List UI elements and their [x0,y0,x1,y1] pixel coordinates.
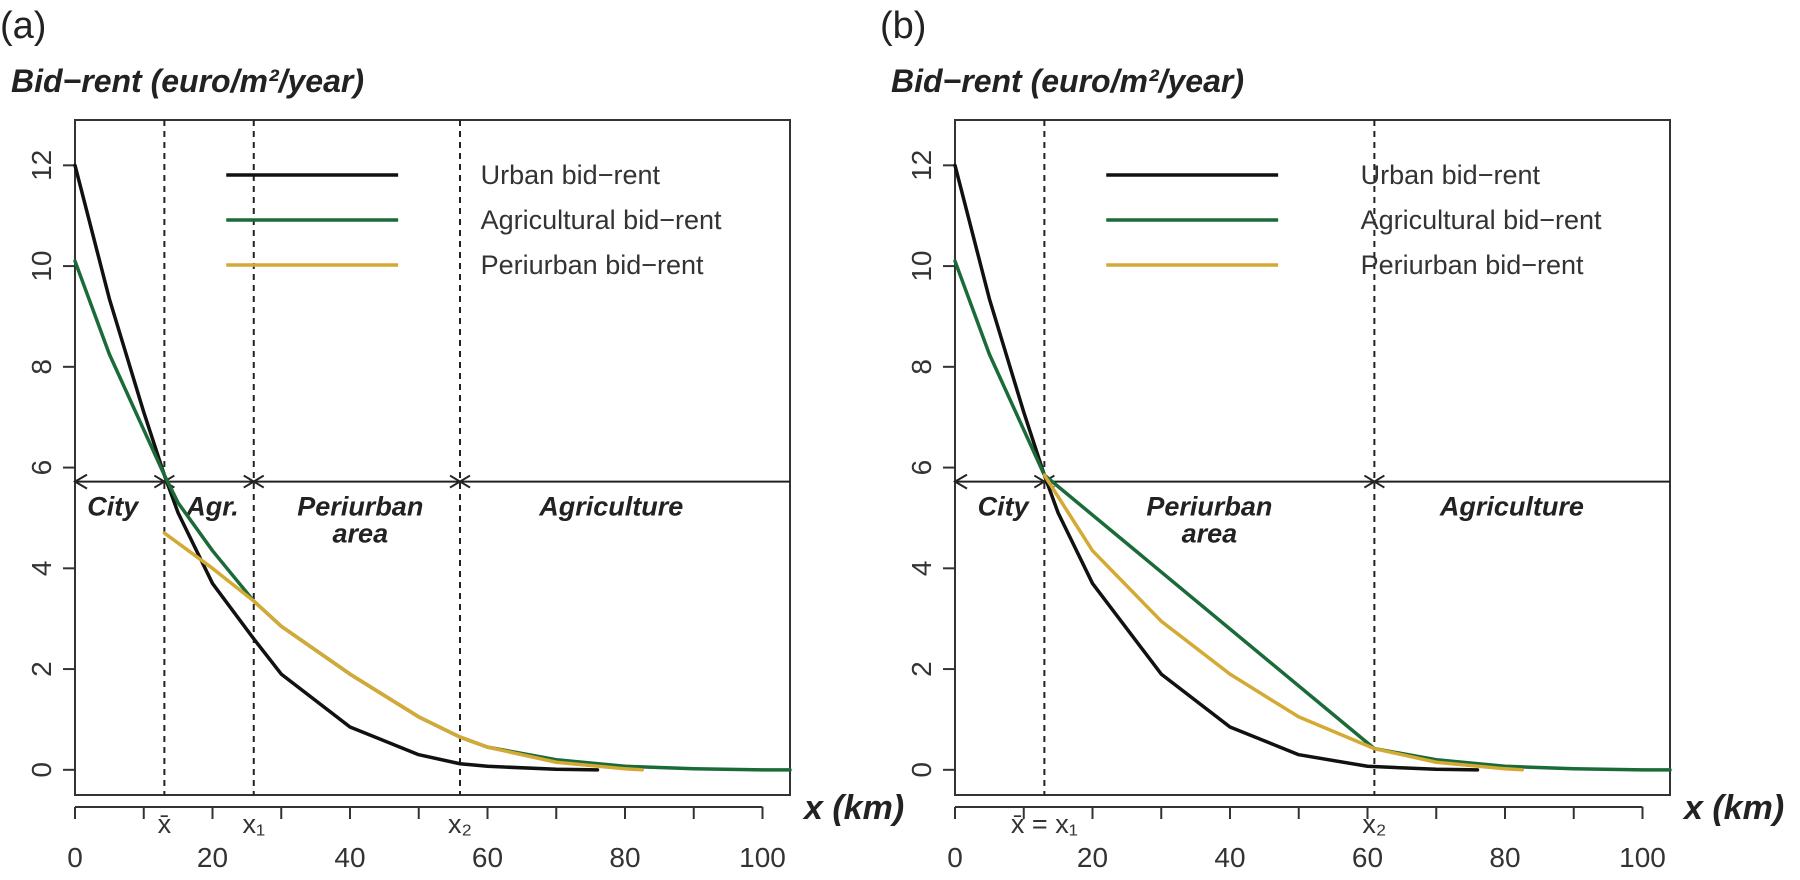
left-arrow-icon [953,473,968,490]
x-tick-label: 60 [472,842,503,873]
x-tick-label: 80 [1489,842,1520,873]
legend-entry: Agricultural bid−rent [481,205,722,235]
plot-frame [74,119,791,796]
panel-label: (a) [0,5,46,47]
y-axis-title: Bid−rent (euro/m²/year) [891,63,1244,99]
boundary-label: x̄ [158,809,172,839]
legend-entry: Periurban bid−rent [481,250,704,280]
boundary-label: x₂ [1362,809,1386,839]
x-tick-label: 20 [197,842,228,873]
y-tick-label: 6 [26,460,57,476]
left-arrow-icon [73,473,88,490]
region-label: Periurban [1146,492,1272,522]
y-tick-label: 10 [906,251,937,282]
legend-entry: Agricultural bid−rent [1361,205,1602,235]
y-tick-label: 6 [906,460,937,476]
series-line-0 [953,163,1480,772]
y-tick-label: 0 [26,762,57,778]
x-axis-title: x (km) [802,789,904,827]
legend-entry: Urban bid−rent [1361,160,1541,190]
boundary-label: x₂ [448,809,472,839]
x-tick-label: 0 [947,842,963,873]
region-label: City [87,492,140,522]
boundary-cross-marker [243,474,265,489]
legend-entry: Urban bid−rent [481,160,661,190]
region-label: City [978,492,1031,522]
y-tick-label: 12 [26,150,57,181]
x-tick-label: 80 [609,842,640,873]
region-label: Periurban [297,492,423,522]
y-tick-label: 2 [906,661,937,677]
series-line-0 [73,163,600,772]
y-tick-label: 8 [26,359,57,375]
y-axis-title: Bid−rent (euro/m²/year) [11,63,364,99]
boundary-label: x̄ = x₁ [1011,809,1078,839]
x-tick-label: 40 [334,842,365,873]
boundary-cross-marker [449,474,471,489]
x-tick-label: 40 [1214,842,1245,873]
x-tick-label: 100 [739,842,786,873]
boundary-label: x₁ [242,809,265,839]
region-label: Agriculture [538,492,683,522]
y-tick-label: 12 [906,150,937,181]
y-tick-label: 4 [906,561,937,577]
chart-panel-a: (a) Bid−rent (euro/m²/year) 0 2 4 6 8 10 12 0 20 40… [0,5,904,873]
y-tick-label: 2 [26,661,57,677]
y-tick-label: 0 [906,762,937,778]
chart-panel-b: (b) Bid−rent (euro/m²/year) 0 2 4 6 8 10 12 0 20 40… [880,5,1784,873]
region-label: area [1182,519,1238,549]
y-tick-label: 8 [906,359,937,375]
x-axis-title: x (km) [1682,789,1784,827]
y-tick-label: 10 [26,251,57,282]
legend-entry: Periurban bid−rent [1361,250,1584,280]
region-label: Agr. [185,492,239,522]
region-label: Agriculture [1439,492,1584,522]
boundary-cross-marker [1363,474,1385,489]
series-line-2 [162,531,644,772]
y-tick-label: 4 [26,561,57,577]
region-label: area [333,519,389,549]
x-tick-label: 0 [67,842,83,873]
series-line-2 [1042,473,1524,772]
x-tick-label: 100 [1619,842,1666,873]
panel-label: (b) [880,5,926,47]
x-tick-label: 20 [1077,842,1108,873]
plot-frame [954,119,1671,796]
x-tick-label: 60 [1352,842,1383,873]
